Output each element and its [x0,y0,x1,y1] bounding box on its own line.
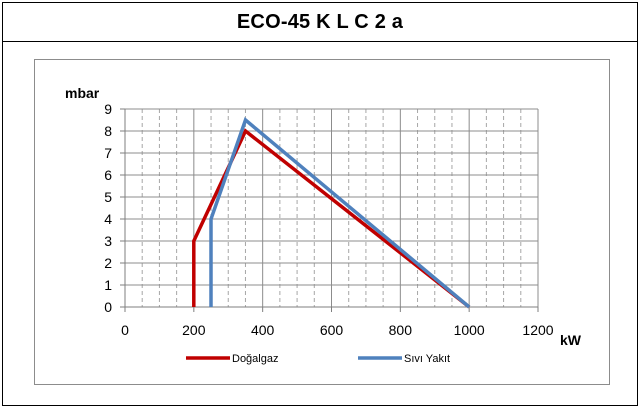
y-tick-label: 2 [104,255,112,271]
y-axis-label: mbar [65,85,100,101]
x-tick-label: 600 [320,322,344,338]
y-tick-label: 1 [104,277,112,293]
y-tick-label: 9 [104,101,112,117]
chart-title-bar: ECO-45 K L C 2 a [3,3,637,42]
y-tick-label: 5 [104,189,112,205]
y-tick-label: 7 [104,145,112,161]
legend-label-2: Sıvı Yakıt [404,353,450,365]
series-line-2 [209,117,471,309]
chart-title: ECO-45 K L C 2 a [236,10,404,33]
x-tick-label: 800 [389,322,413,338]
x-tick-label: 400 [251,322,275,338]
x-tick-label: 0 [121,322,129,338]
y-tick-label: 0 [104,299,112,315]
y-tick-label: 4 [104,211,112,227]
y-tick-label: 3 [104,233,112,249]
y-tick-label: 6 [104,167,112,183]
legend-label-1: Doğalgaz [232,353,278,365]
series-line-1 [192,128,471,309]
y-tick-label: 8 [104,123,112,139]
x-tick-label: 1200 [522,322,553,338]
x-axis-label: kW [560,332,582,348]
x-tick-label: 1000 [454,322,485,338]
x-tick-label: 200 [182,322,206,338]
